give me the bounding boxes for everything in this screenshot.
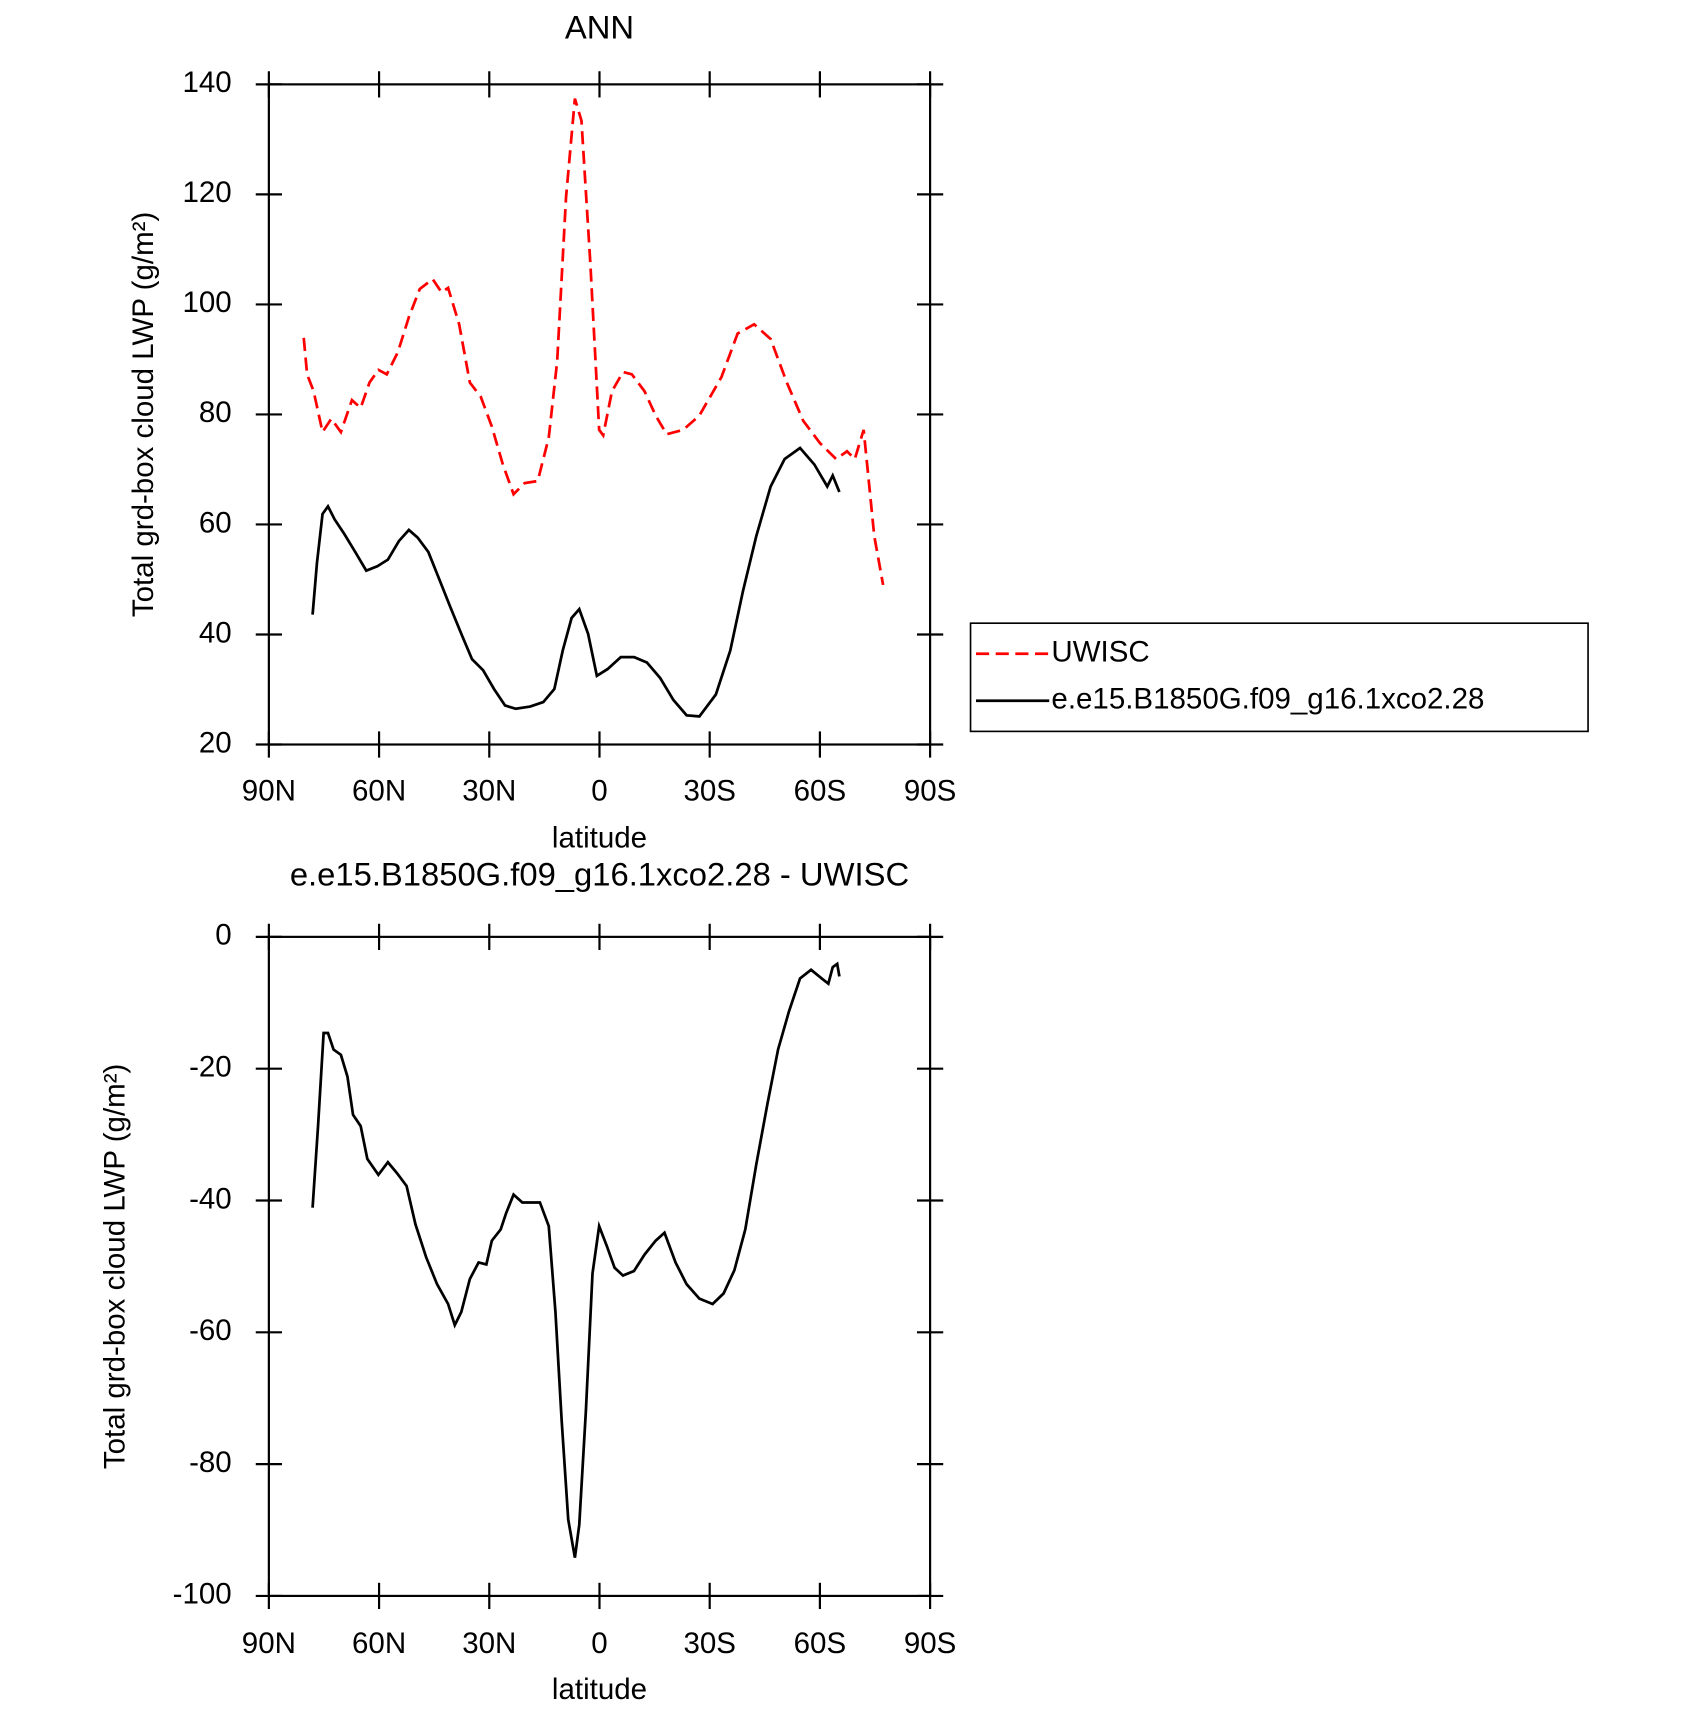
y-axis-label: Total grd-box cloud LWP (g/m²) (127, 212, 160, 618)
y-tick-label: 0 (215, 919, 231, 952)
y-tick-label: -60 (189, 1314, 232, 1347)
x-tick-label: 30S (683, 1627, 736, 1660)
chart-title: e.e15.B1850G.f09_g16.1xco2.28 - UWISC (290, 855, 909, 892)
x-tick-label: 60N (352, 774, 406, 807)
legend-label: UWISC (1051, 636, 1149, 669)
x-tick-label: 90N (242, 1627, 296, 1660)
y-axis-label: Total grd-box cloud LWP (g/m²) (99, 1064, 132, 1470)
y-tick-label: 100 (182, 286, 231, 319)
x-axis-label: latitude (552, 821, 647, 854)
data-line (311, 961, 841, 1558)
y-tick-label: -40 (189, 1182, 232, 1215)
y-tick-label: 40 (199, 616, 232, 649)
x-axis-label: latitude (552, 1673, 647, 1706)
x-tick-label: 30S (683, 774, 736, 807)
x-tick-label: 60S (794, 1627, 847, 1660)
y-tick-label: 80 (199, 396, 232, 429)
plot-frame (267, 935, 932, 1598)
y-tick-label: -80 (189, 1446, 232, 1479)
legend-label: e.e15.B1850G.f09_g16.1xco2.28 (1051, 683, 1484, 716)
x-tick-label: 0 (591, 774, 607, 807)
legend-box (969, 622, 1589, 733)
x-tick-label: 60N (352, 1627, 406, 1660)
x-tick-label: 30N (462, 774, 516, 807)
chart-title: ANN (565, 8, 634, 45)
x-tick-label: 90S (904, 774, 957, 807)
y-tick-label: 140 (182, 66, 231, 99)
x-tick-label: 30N (462, 1627, 516, 1660)
x-tick-label: 90N (242, 774, 296, 807)
data-line (302, 98, 885, 586)
y-tick-label: 20 (199, 726, 232, 759)
x-tick-label: 60S (794, 774, 847, 807)
x-tick-label: 0 (591, 1627, 607, 1660)
y-tick-label: -100 (173, 1578, 232, 1611)
x-tick-label: 90S (904, 1627, 957, 1660)
data-line (311, 446, 841, 718)
y-tick-label: -20 (189, 1050, 232, 1083)
y-tick-label: 120 (182, 176, 231, 209)
y-tick-label: 60 (199, 506, 232, 539)
